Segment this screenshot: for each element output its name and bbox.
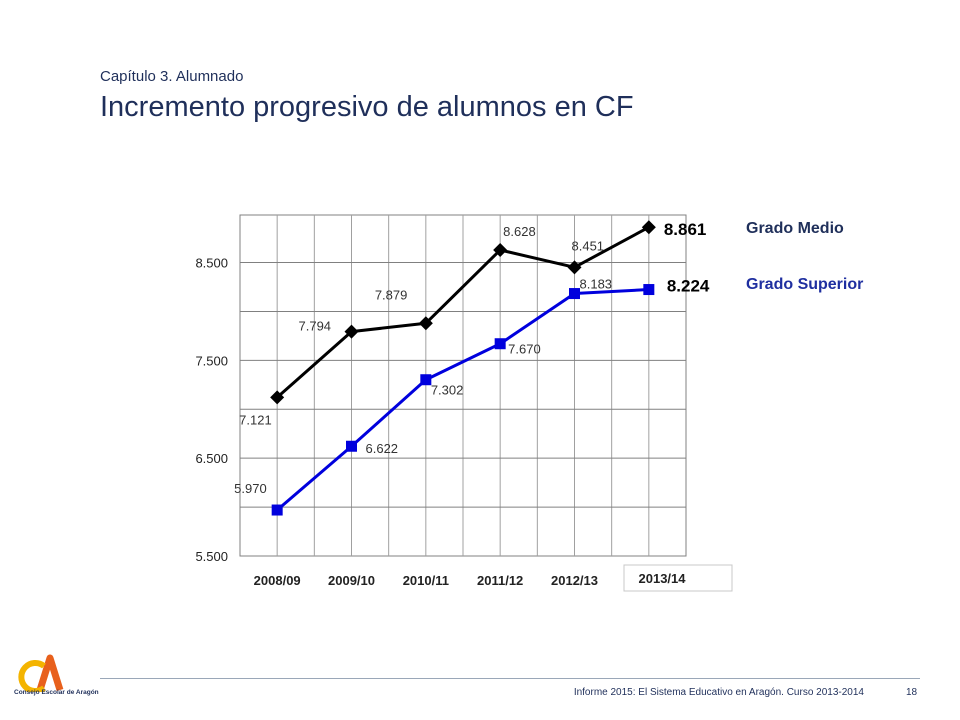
x-tick-label: 2013/14: [639, 571, 687, 586]
page-number: 18: [906, 687, 918, 698]
data-point: [344, 324, 359, 339]
data-label: 7.670: [508, 342, 541, 357]
data-label: 8.183: [580, 277, 613, 292]
chapter-label: Capítulo 3. Alumnado: [100, 68, 244, 85]
data-point: [494, 338, 506, 350]
x-tick-label: 2010/11: [403, 573, 449, 588]
data-point: [493, 243, 508, 258]
data-point: [567, 260, 582, 275]
data-point: [420, 374, 432, 386]
footer-text: Informe 2015: El Sistema Educativo en Ar…: [573, 687, 864, 698]
data-point: [569, 288, 580, 300]
series-line: [276, 288, 649, 512]
x-tick-label: 2008/09: [254, 573, 301, 588]
data-label: 8.628: [503, 224, 536, 239]
line-chart: 5.500 6.500 7.500 8.500 2008/09 2009/10 2010/1…: [195, 214, 863, 592]
x-tick-label: 2012/13: [551, 573, 598, 588]
legend-entry: Grado Medio: [746, 220, 844, 237]
x-tick-box: [623, 564, 733, 592]
footer-divider: [100, 678, 920, 679]
data-point: [346, 440, 357, 452]
page-title: Incremento progresivo de alumnos en CF: [100, 91, 634, 123]
y-tick-label: 6.500: [195, 451, 228, 466]
data-label: 6.622: [366, 441, 399, 456]
y-tick-label: 5.500: [195, 549, 228, 564]
data-point: [271, 504, 283, 516]
header: Capítulo 3. Alumnado Incremento progresi…: [100, 68, 634, 124]
data-label: 8.224: [667, 277, 710, 296]
data-point: [641, 220, 656, 235]
data-label: 7.302: [431, 383, 464, 398]
data-point: [418, 316, 433, 331]
y-tick-label: 8.500: [195, 256, 228, 271]
y-tick-label: 7.500: [195, 353, 228, 368]
data-label: 7.121: [239, 412, 272, 427]
legend-entry: Grado Superior: [746, 276, 863, 293]
data-label: 8.451: [572, 238, 605, 253]
data-label: 8.861: [664, 220, 707, 239]
series-line: [276, 225, 650, 399]
data-label: 7.794: [299, 319, 332, 334]
x-tick-label: 2009/10: [328, 573, 375, 588]
data-label: 7.879: [375, 287, 408, 302]
data-label: 5.970: [234, 481, 267, 496]
data-point: [270, 390, 285, 405]
data-point: [643, 284, 655, 296]
logo-icon: [14, 652, 94, 704]
logo-text: Consejo Escolar de Aragón: [14, 689, 99, 696]
x-tick-label: 2011/12: [477, 573, 523, 588]
